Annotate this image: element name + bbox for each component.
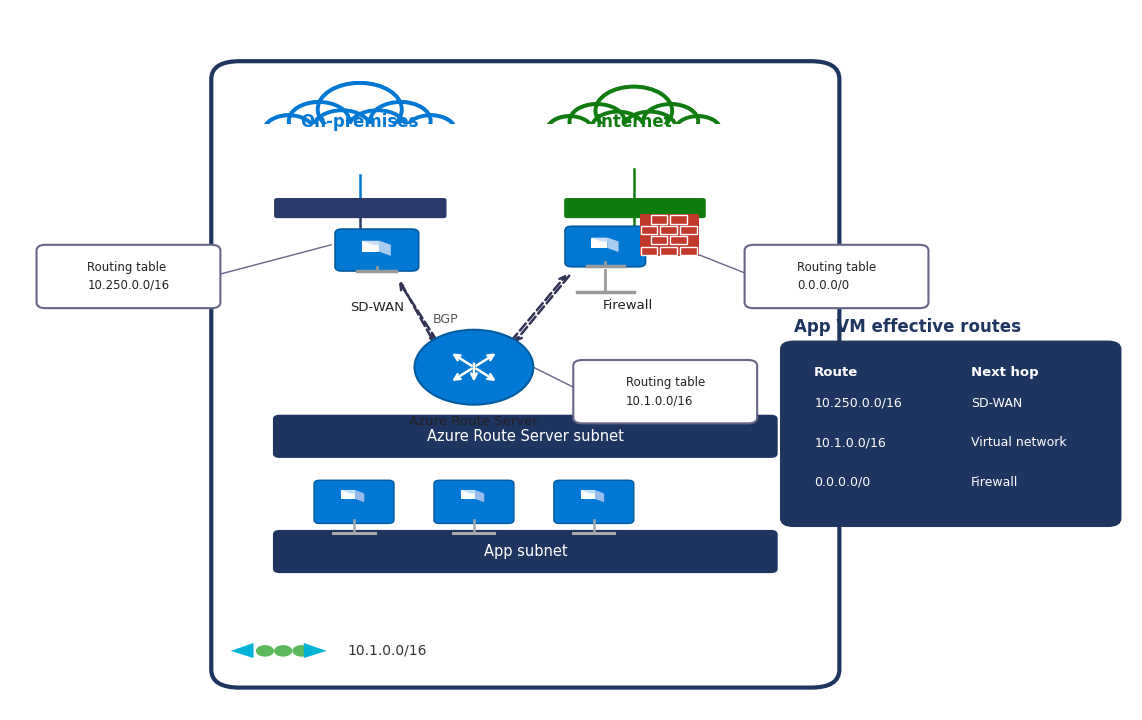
FancyBboxPatch shape [641,226,658,234]
Circle shape [317,83,402,136]
Polygon shape [595,490,604,503]
Text: Next hop: Next hop [971,366,1038,379]
Circle shape [290,103,348,140]
FancyBboxPatch shape [651,236,667,245]
FancyBboxPatch shape [660,226,677,234]
Text: Internet: Internet [595,113,673,131]
FancyBboxPatch shape [314,480,394,523]
Circle shape [644,105,697,138]
FancyBboxPatch shape [37,245,220,308]
Text: Azure Route Server subnet: Azure Route Server subnet [427,429,624,444]
FancyBboxPatch shape [251,124,468,171]
Polygon shape [379,240,391,256]
FancyBboxPatch shape [538,126,730,164]
Circle shape [264,115,314,147]
Polygon shape [341,490,364,494]
Circle shape [643,104,698,139]
Circle shape [596,87,671,135]
Circle shape [370,102,431,140]
Circle shape [625,112,675,144]
FancyBboxPatch shape [641,246,658,255]
Polygon shape [461,490,484,494]
Circle shape [624,112,676,145]
Text: 0.0.0.0/0: 0.0.0.0/0 [814,476,870,489]
Text: 10.1.0.0/16: 10.1.0.0/16 [347,644,427,658]
Circle shape [313,110,371,147]
Circle shape [371,103,429,140]
Polygon shape [341,490,355,499]
Circle shape [289,102,349,140]
FancyBboxPatch shape [670,236,687,245]
FancyBboxPatch shape [681,246,697,255]
FancyBboxPatch shape [670,215,687,223]
Circle shape [570,104,625,139]
Circle shape [274,645,292,657]
Circle shape [415,330,533,405]
Text: On-premises: On-premises [300,113,419,131]
Text: Virtual network: Virtual network [971,436,1067,449]
FancyBboxPatch shape [651,215,667,223]
FancyBboxPatch shape [211,61,839,688]
Text: 10.1.0.0/16: 10.1.0.0/16 [814,436,886,449]
Circle shape [595,86,673,135]
FancyBboxPatch shape [573,360,757,423]
Polygon shape [461,490,475,499]
Polygon shape [590,238,608,248]
Circle shape [407,116,455,146]
Text: BGP: BGP [433,313,458,326]
Polygon shape [590,238,619,242]
Text: Routing table
10.250.0.0/16: Routing table 10.250.0.0/16 [88,261,169,292]
FancyBboxPatch shape [565,226,645,266]
Text: Route: Route [814,366,859,379]
Text: SD-WAN: SD-WAN [349,301,404,314]
Circle shape [256,645,274,657]
FancyBboxPatch shape [660,246,677,255]
Circle shape [314,111,370,146]
Circle shape [548,117,592,144]
FancyBboxPatch shape [681,226,697,234]
FancyBboxPatch shape [537,124,731,168]
Circle shape [265,116,313,146]
Polygon shape [581,490,604,494]
Circle shape [292,645,311,657]
Circle shape [592,112,644,145]
FancyBboxPatch shape [564,198,706,218]
Text: 10.250.0.0/16: 10.250.0.0/16 [814,397,902,410]
Circle shape [547,116,593,145]
FancyBboxPatch shape [554,480,634,523]
Circle shape [349,111,405,146]
Polygon shape [475,490,484,503]
FancyBboxPatch shape [273,530,778,573]
Text: App subnet: App subnet [483,544,568,559]
Polygon shape [362,240,379,251]
FancyBboxPatch shape [434,480,514,523]
Text: SD-WAN: SD-WAN [971,397,1022,410]
Text: Azure Route Server: Azure Route Server [410,415,538,428]
Polygon shape [362,240,391,245]
Polygon shape [355,490,364,503]
Text: Routing table
0.0.0.0/0: Routing table 0.0.0.0/0 [797,261,876,292]
FancyBboxPatch shape [745,245,928,308]
Circle shape [675,116,721,145]
FancyBboxPatch shape [254,126,466,167]
Circle shape [319,84,401,135]
FancyBboxPatch shape [335,229,419,271]
Polygon shape [304,643,327,658]
Circle shape [593,112,643,144]
Circle shape [405,115,456,147]
Text: App VM effective routes: App VM effective routes [794,318,1021,336]
FancyBboxPatch shape [274,198,447,218]
Text: Routing table
10.1.0.0/16: Routing table 10.1.0.0/16 [626,376,705,408]
Polygon shape [231,643,254,658]
FancyBboxPatch shape [780,341,1121,527]
Circle shape [348,110,407,147]
Text: Firewall: Firewall [603,299,653,312]
Text: Firewall: Firewall [971,476,1018,489]
FancyBboxPatch shape [640,214,699,256]
Circle shape [571,105,624,138]
FancyBboxPatch shape [273,415,778,458]
Polygon shape [608,238,619,252]
Polygon shape [581,490,595,499]
Circle shape [676,117,719,144]
